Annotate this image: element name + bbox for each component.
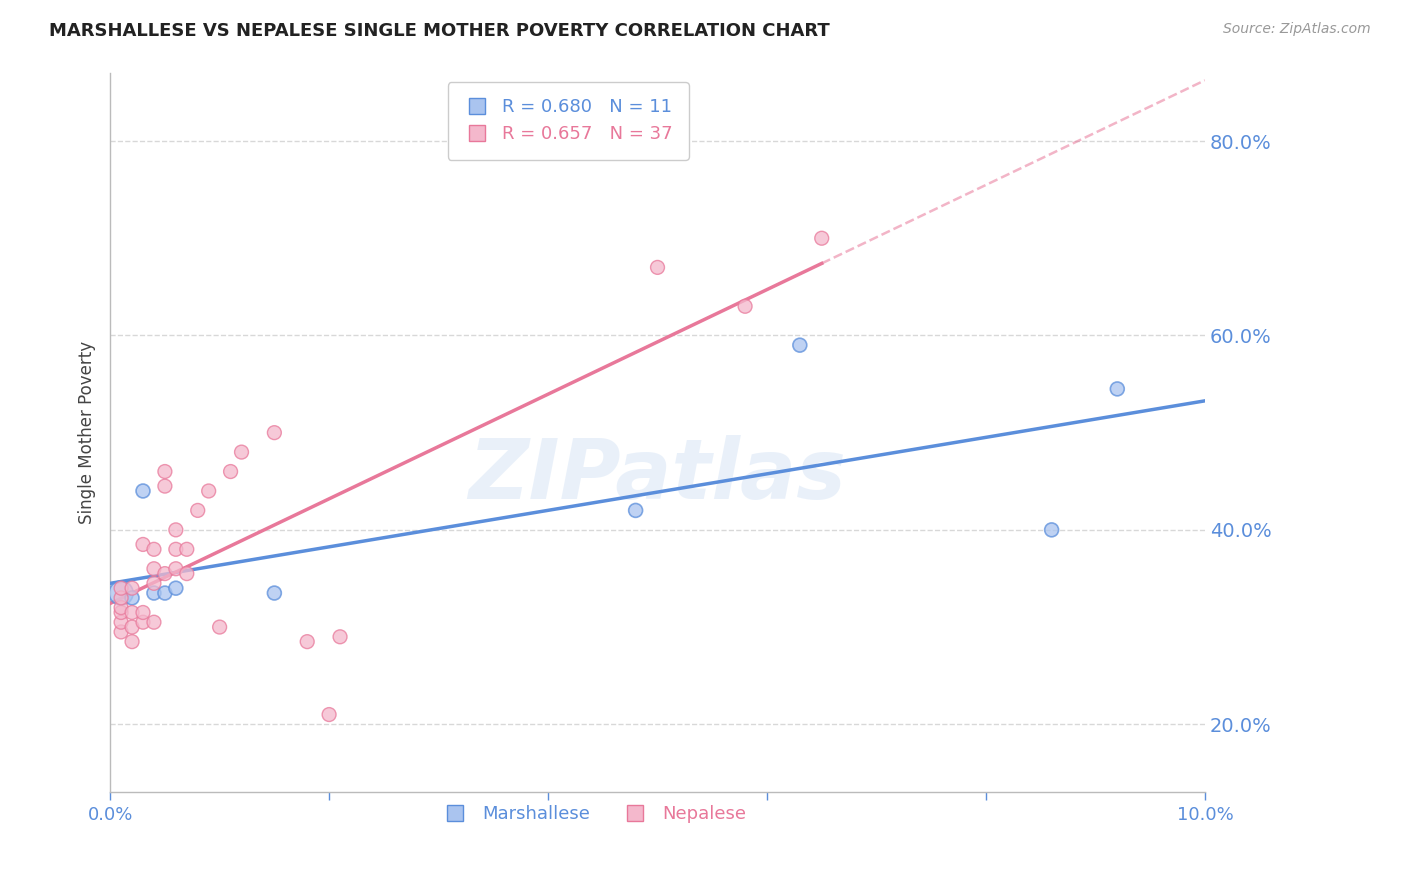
Point <box>142 586 165 600</box>
Point <box>295 634 318 648</box>
Point <box>197 483 219 498</box>
Point <box>153 465 176 479</box>
Point <box>142 562 165 576</box>
Point <box>647 260 669 275</box>
Point <box>110 591 132 605</box>
Point <box>153 566 176 581</box>
Point <box>1040 523 1063 537</box>
Point <box>110 581 132 595</box>
Point <box>121 620 143 634</box>
Point <box>810 231 832 245</box>
Point <box>132 615 155 630</box>
Point <box>231 445 253 459</box>
Point <box>208 620 231 634</box>
Point <box>132 537 155 551</box>
Point <box>263 425 285 440</box>
Point <box>1107 382 1129 396</box>
Point <box>121 591 143 605</box>
Point <box>165 581 187 595</box>
Point <box>110 600 132 615</box>
Point <box>263 586 285 600</box>
Text: Source: ZipAtlas.com: Source: ZipAtlas.com <box>1223 22 1371 37</box>
Point <box>142 542 165 557</box>
Point <box>176 542 198 557</box>
Point <box>624 503 647 517</box>
Point <box>153 479 176 493</box>
Point <box>142 615 165 630</box>
Point <box>110 624 132 639</box>
Point <box>165 562 187 576</box>
Point <box>153 586 176 600</box>
Point <box>142 576 165 591</box>
Legend: Marshallese, Nepalese: Marshallese, Nepalese <box>430 797 754 830</box>
Point <box>789 338 811 352</box>
Point <box>318 707 340 722</box>
Point <box>132 606 155 620</box>
Y-axis label: Single Mother Poverty: Single Mother Poverty <box>79 341 96 524</box>
Point <box>121 634 143 648</box>
Point <box>329 630 352 644</box>
Point <box>176 566 198 581</box>
Point <box>110 615 132 630</box>
Point <box>734 299 756 313</box>
Point <box>219 465 242 479</box>
Point <box>121 581 143 595</box>
Point <box>165 523 187 537</box>
Point <box>110 606 132 620</box>
Point <box>187 503 209 517</box>
Point <box>121 606 143 620</box>
Point <box>132 483 155 498</box>
Text: ZIPatlas: ZIPatlas <box>468 435 846 516</box>
Point <box>165 542 187 557</box>
Point <box>110 586 132 600</box>
Text: MARSHALLESE VS NEPALESE SINGLE MOTHER POVERTY CORRELATION CHART: MARSHALLESE VS NEPALESE SINGLE MOTHER PO… <box>49 22 830 40</box>
